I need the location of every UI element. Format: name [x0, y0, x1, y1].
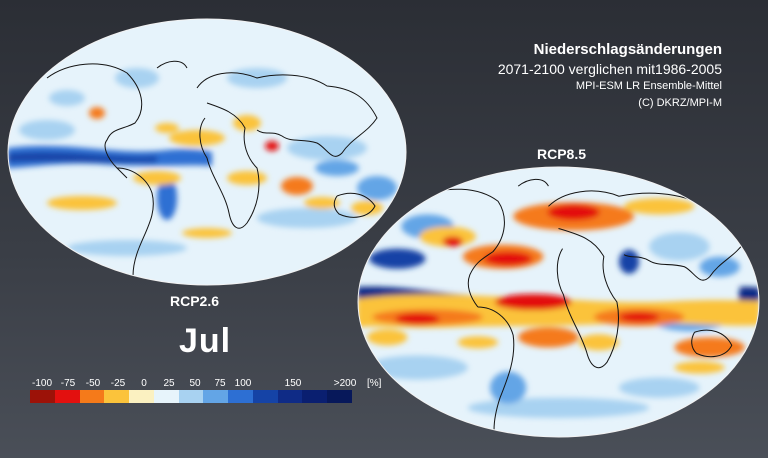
legend-swatch [277, 390, 303, 403]
legend-swatch [203, 390, 229, 403]
legend-tick-label: -100 [31, 378, 53, 389]
title: Niederschlagsänderungen [533, 41, 722, 58]
legend-tick-label: 25 [163, 378, 175, 389]
legend-swatch [327, 390, 352, 403]
legend-swatch [178, 390, 204, 403]
legend-swatch [228, 390, 253, 403]
map-rcp26 [7, 18, 407, 286]
legend-swatch [153, 390, 179, 403]
legend-tick-label: -50 [85, 378, 101, 389]
map-rcp85 [357, 166, 760, 438]
legend-unit: [%] [367, 378, 382, 389]
coastlines [46, 60, 378, 277]
legend-swatch [252, 390, 278, 403]
legend-tick-label: 75 [214, 378, 226, 389]
scenario-label-rcp85: RCP8.5 [537, 146, 587, 162]
legend-swatch [104, 390, 130, 403]
legend-swatch [79, 390, 105, 403]
map-border [7, 18, 407, 286]
map-border [357, 166, 760, 438]
legend-tick-label: -25 [110, 378, 126, 389]
coastlines [417, 178, 746, 430]
legend-tick-label: 50 [189, 378, 201, 389]
legend-tick-label: 0 [141, 378, 147, 389]
legend-tick-label: 100 [234, 378, 252, 389]
legend-colorbar [30, 390, 352, 403]
precipitation-field [8, 60, 397, 277]
legend-swatch [302, 390, 328, 403]
legend-swatch [30, 390, 55, 403]
color-legend: -100 -75 -50 -25 0 25 50 75 100 150 >200 [%] [30, 378, 382, 408]
model-label: MPI-ESM LR Ensemble-Mittel [575, 80, 722, 92]
legend-tick-label: >200 [333, 378, 357, 389]
title-block: Niederschlagsänderungen 2071-2100 vergli… [498, 40, 722, 112]
legend-tick-label: -75 [60, 378, 76, 389]
month-label: Jul [179, 322, 232, 360]
subtitle: 2071-2100 verglichen mit1986-2005 [497, 61, 722, 77]
precipitation-field [358, 178, 759, 430]
legend-tick-label: 150 [284, 378, 302, 389]
legend-swatch [54, 390, 80, 403]
legend-swatch [129, 390, 154, 403]
credit-label: (C) DKRZ/MPI-M [638, 97, 722, 109]
scenario-label-rcp26: RCP2.6 [170, 293, 220, 309]
